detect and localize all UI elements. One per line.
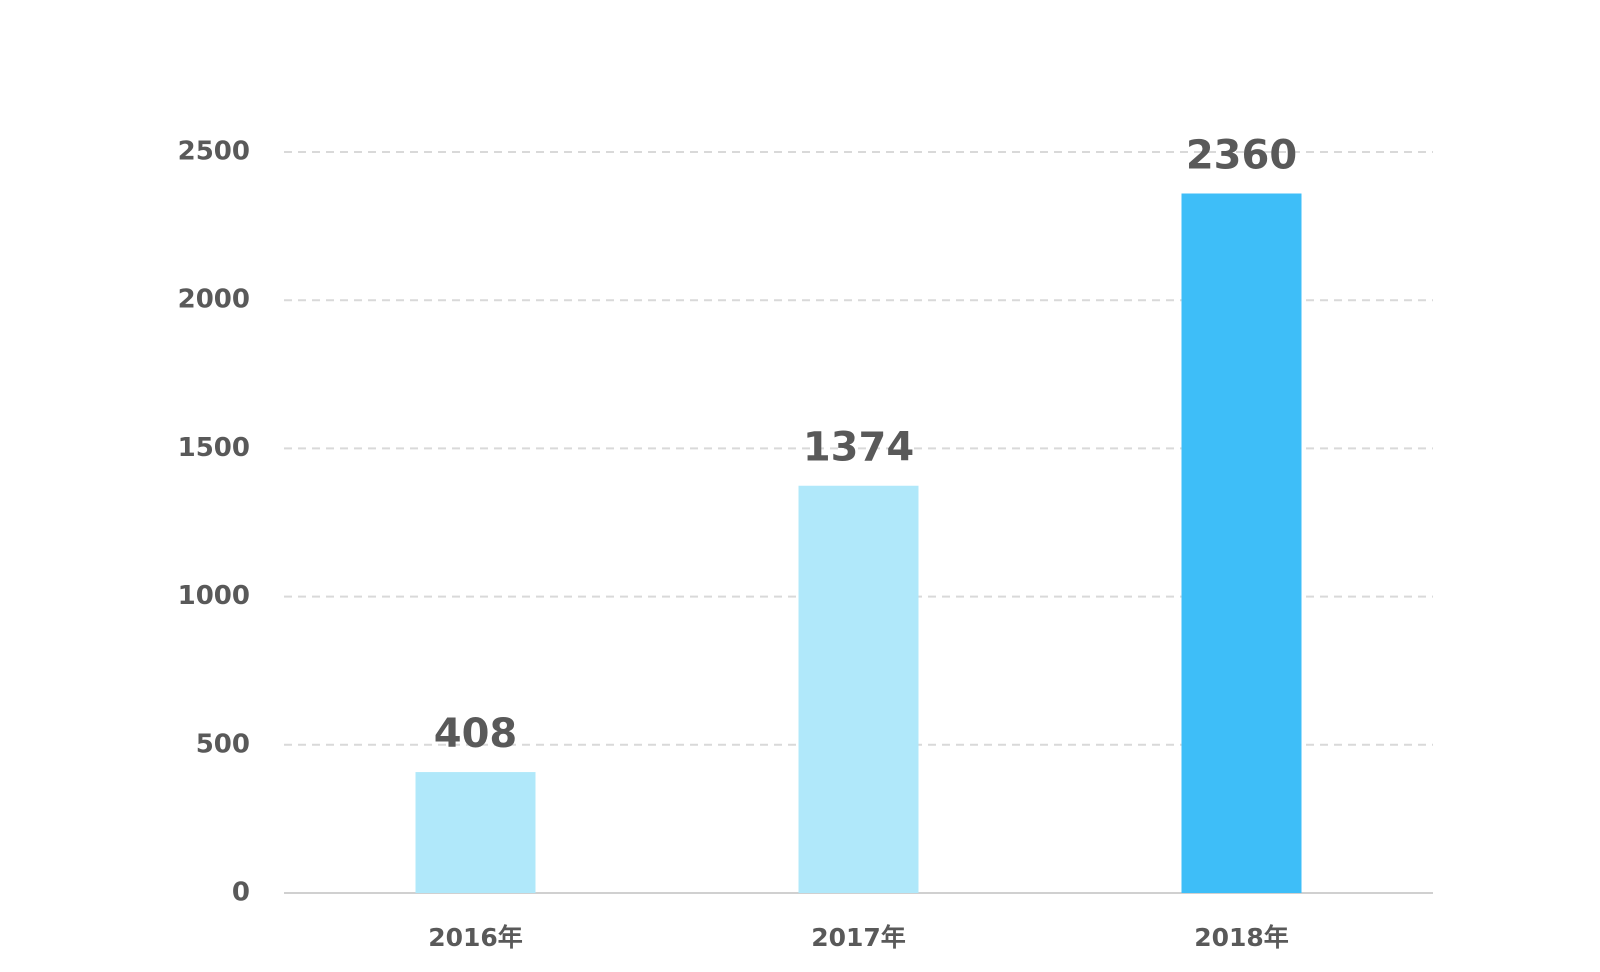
x-tick-label: 2016年 xyxy=(428,923,523,952)
x-tick-label: 2017年 xyxy=(811,923,906,952)
bar xyxy=(798,485,919,893)
y-tick-label: 0 xyxy=(232,878,250,908)
y-tick-label: 1000 xyxy=(178,581,250,611)
y-tick-label: 1500 xyxy=(178,433,250,463)
y-tick-label: 500 xyxy=(196,729,250,759)
y-tick-label: 2500 xyxy=(178,137,250,167)
value-label: 408 xyxy=(434,711,518,757)
bar xyxy=(1181,193,1302,894)
value-label: 2360 xyxy=(1186,132,1297,178)
y-tick-label: 2000 xyxy=(178,285,250,315)
value-label: 1374 xyxy=(803,425,914,471)
x-tick-label: 2018年 xyxy=(1194,923,1289,952)
bar xyxy=(415,772,536,893)
